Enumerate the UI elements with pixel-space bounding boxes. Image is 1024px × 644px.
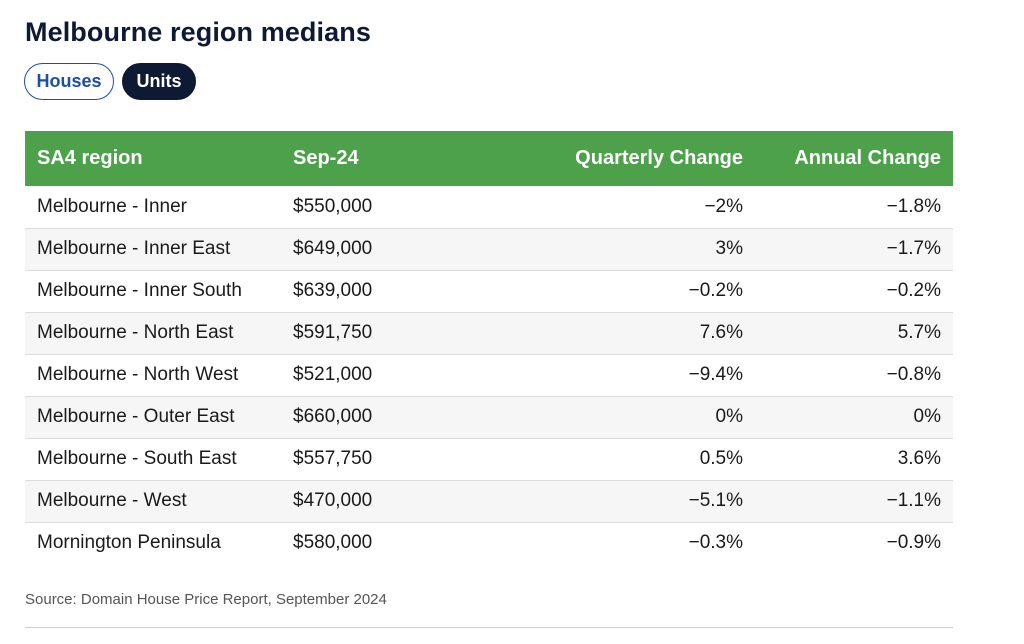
annual-change-cell: −0.2% <box>755 270 953 313</box>
region-cell: Melbourne - South East <box>25 438 281 481</box>
property-type-toggle: Houses Units <box>24 63 196 100</box>
header-sep-24: Sep-24 <box>293 147 359 169</box>
table-row: Melbourne - Inner South $639,000 −0.2% −… <box>25 270 953 313</box>
quarterly-change-cell: −0.2% <box>481 270 755 313</box>
quarterly-change-cell: 0% <box>481 396 755 439</box>
header-sa4-region: SA4 region <box>37 147 143 169</box>
table-row: Melbourne - North East $591,750 7.6% 5.7… <box>25 312 953 355</box>
table-row: Melbourne - West $470,000 −5.1% −1.1% <box>25 480 953 523</box>
region-cell: Melbourne - Inner <box>25 186 281 229</box>
annual-change-cell: −1.1% <box>755 480 953 523</box>
annual-change-cell: 5.7% <box>755 312 953 355</box>
quarterly-change-cell: −2% <box>481 186 755 229</box>
quarterly-change-cell: 0.5% <box>481 438 755 481</box>
price-cell: $591,750 <box>281 312 481 355</box>
page-title: Melbourne region medians <box>25 17 371 47</box>
table-row: Melbourne - Outer East $660,000 0% 0% <box>25 396 953 439</box>
price-cell: $639,000 <box>281 270 481 313</box>
table-row: Melbourne - North West $521,000 −9.4% −0… <box>25 354 953 397</box>
header-quarterly-change: Quarterly Change <box>575 147 743 169</box>
annual-change-cell: −0.8% <box>755 354 953 397</box>
table-row: Melbourne - Inner East $649,000 3% −1.7% <box>25 228 953 271</box>
price-cell: $521,000 <box>281 354 481 397</box>
quarterly-change-cell: −9.4% <box>481 354 755 397</box>
annual-change-cell: −1.7% <box>755 228 953 271</box>
units-toggle-button[interactable]: Units <box>122 63 196 100</box>
price-cell: $470,000 <box>281 480 481 523</box>
annual-change-cell: −1.8% <box>755 186 953 229</box>
header-annual-change: Annual Change <box>794 147 941 169</box>
price-cell: $660,000 <box>281 396 481 439</box>
houses-toggle-button[interactable]: Houses <box>24 63 114 100</box>
price-cell: $580,000 <box>293 532 373 554</box>
region-cell: Melbourne - West <box>25 480 281 523</box>
bottom-divider <box>25 627 953 628</box>
price-cell: $557,750 <box>281 438 481 481</box>
quarterly-change-cell: −5.1% <box>481 480 755 523</box>
annual-change-cell: 3.6% <box>755 438 953 481</box>
table-row: Melbourne - Inner $550,000 −2% −1.8% <box>25 186 953 229</box>
region-cell: Melbourne - North West <box>25 354 281 397</box>
region-cell: Melbourne - Outer East <box>25 396 281 439</box>
price-cell: $649,000 <box>281 228 481 271</box>
quarterly-change-cell: 7.6% <box>481 312 755 355</box>
table-row: Mornington Peninsula $580,000 −0.3% −0.9… <box>25 522 953 564</box>
annual-change-cell: 0% <box>755 396 953 439</box>
quarterly-change-cell: 3% <box>481 228 755 271</box>
annual-change-cell: −0.9% <box>886 532 941 554</box>
source-note: Source: Domain House Price Report, Septe… <box>25 591 387 608</box>
price-cell: $550,000 <box>281 186 481 229</box>
table-header-row: SA4 region Sep-24 Quarterly Change Annua… <box>25 131 953 186</box>
table-row: Melbourne - South East $557,750 0.5% 3.6… <box>25 438 953 481</box>
medians-table: SA4 region Sep-24 Quarterly Change Annua… <box>25 131 953 564</box>
region-cell: Melbourne - Inner East <box>25 228 281 271</box>
region-cell: Melbourne - Inner South <box>25 270 281 313</box>
quarterly-change-cell: −0.3% <box>688 532 743 554</box>
region-cell: Melbourne - North East <box>25 312 281 355</box>
region-cell: Mornington Peninsula <box>37 532 221 554</box>
